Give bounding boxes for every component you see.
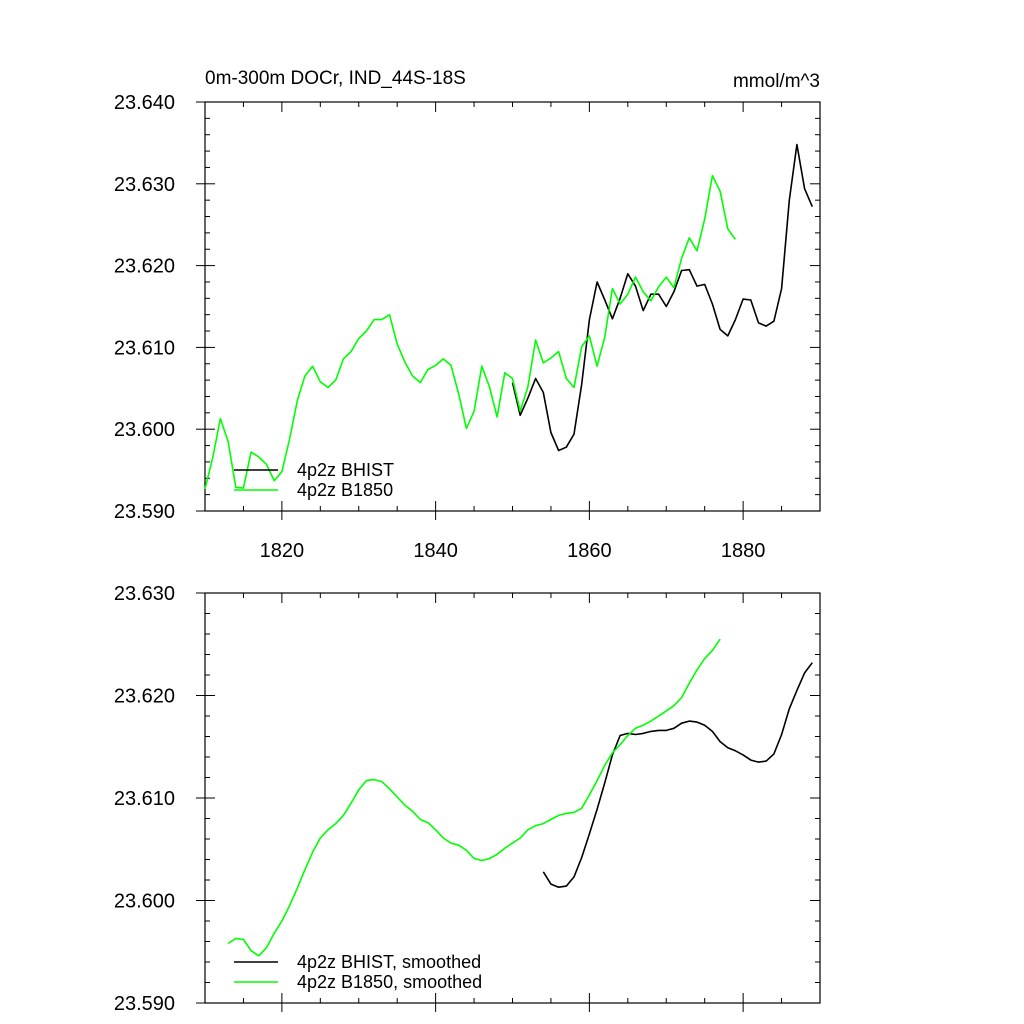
series-line-bhist [511,143,814,452]
units-label: mmol/m^3 [733,71,820,92]
x-tick-label: 1840 [413,540,458,562]
y-tick-label: 23.620 [114,686,175,708]
y-tick-label: 23.610 [114,788,175,810]
series-lines [227,638,813,957]
series-line-bhist [542,662,813,889]
x-tick-label: 1860 [567,540,612,562]
legend-label: 4p2z B1850 [297,480,393,500]
y-tick-label: 23.590 [114,993,175,1015]
y-tick-label: 23.610 [114,337,175,359]
y-tick-label: 23.630 [114,174,175,196]
y-tick-label: 23.600 [114,891,175,913]
series-line-b1850 [227,638,721,957]
y-tick-label: 23.620 [114,256,175,278]
plot-frame [204,101,821,512]
axes: 23.590 23.600 23.610 23.620 23.630 [114,583,821,1015]
y-tick-label: 23.640 [114,92,175,114]
legend-label: 4p2z B1850, smoothed [297,972,482,992]
y-tick-label: 23.590 [114,501,175,523]
x-tick-label: 1880 [721,540,766,562]
y-tick-label: 23.600 [114,419,175,441]
plot-frame [204,592,821,1004]
bottom-panel: 23.590 23.600 23.610 23.620 23.630 4p2z BHIS… [114,583,821,1015]
x-tick-label: 1820 [260,540,305,562]
legend-label: 4p2z BHIST [297,460,394,480]
series-line-b1850 [204,174,737,490]
axes: 1820 1840 1860 1880 23.590 23.600 23.610 23.620… [114,92,821,562]
series-lines [204,143,814,490]
legend-label: 4p2z BHIST, smoothed [297,952,481,972]
chart-title: 0m-300m DOCr, IND_44S-18S [205,68,466,89]
y-tick-label: 23.630 [114,583,175,605]
top-panel: 0m-300m DOCr, IND_44S-18S mmol/m^3 1820 1… [114,68,821,562]
